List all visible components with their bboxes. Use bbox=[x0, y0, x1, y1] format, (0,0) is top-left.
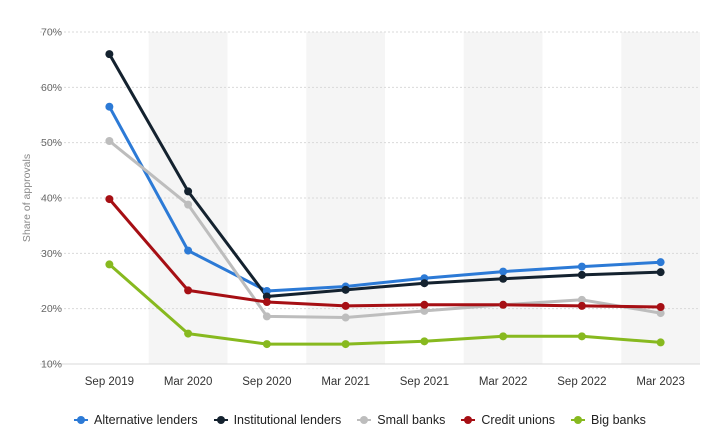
data-point-small-banks bbox=[656, 309, 665, 318]
y-tick-label: 20% bbox=[41, 303, 62, 315]
data-point-credit-unions bbox=[656, 303, 665, 312]
data-point-big-banks bbox=[420, 337, 429, 346]
y-tick-label: 30% bbox=[41, 248, 62, 260]
data-point-alternative-lenders bbox=[262, 286, 271, 295]
data-point-credit-unions bbox=[499, 300, 508, 309]
x-tick-label: Mar 2022 bbox=[479, 376, 528, 388]
legend-swatch bbox=[74, 415, 89, 425]
data-point-alternative-lenders bbox=[184, 246, 193, 255]
data-point-small-banks bbox=[341, 313, 350, 322]
data-point-big-banks bbox=[577, 332, 586, 341]
series-line-big-banks bbox=[107, 262, 663, 346]
data-point-alternative-lenders bbox=[105, 102, 114, 111]
data-point-alternative-lenders bbox=[656, 258, 665, 267]
series-line-small-banks bbox=[107, 139, 663, 319]
x-tick-label: Mar 2020 bbox=[164, 376, 213, 388]
legend-swatch bbox=[571, 415, 586, 425]
data-point-institutional-lenders bbox=[499, 274, 508, 283]
y-tick-label: 70% bbox=[41, 27, 62, 39]
data-point-institutional-lenders bbox=[184, 187, 193, 196]
data-point-big-banks bbox=[184, 329, 193, 338]
series-line-alternative-lenders bbox=[107, 105, 663, 293]
legend-swatch bbox=[357, 415, 372, 425]
y-tick-label: 60% bbox=[41, 82, 62, 94]
data-point-small-banks bbox=[577, 295, 586, 304]
data-point-institutional-lenders bbox=[262, 292, 271, 301]
series-line-credit-unions bbox=[107, 197, 663, 309]
data-point-big-banks bbox=[499, 332, 508, 341]
data-point-institutional-lenders bbox=[420, 279, 429, 288]
data-point-small-banks bbox=[105, 137, 114, 146]
legend-swatch bbox=[461, 415, 476, 425]
data-point-credit-unions bbox=[341, 301, 350, 310]
legend-swatch bbox=[213, 415, 228, 425]
data-point-small-banks bbox=[184, 200, 193, 209]
data-point-big-banks bbox=[262, 340, 271, 349]
legend-label: Credit unions bbox=[481, 413, 556, 427]
column-band bbox=[463, 32, 543, 364]
legend-label: Small banks bbox=[377, 413, 446, 427]
data-point-institutional-lenders bbox=[341, 285, 350, 294]
y-axis-label: Share of approvals bbox=[21, 154, 33, 242]
data-point-credit-unions bbox=[184, 286, 193, 295]
data-point-small-banks bbox=[420, 306, 429, 315]
data-point-credit-unions bbox=[105, 195, 114, 204]
series-line-institutional-lenders bbox=[107, 52, 663, 298]
data-point-institutional-lenders bbox=[656, 268, 665, 277]
y-tick-label: 10% bbox=[41, 359, 62, 371]
x-tick-label: Sep 2020 bbox=[242, 376, 291, 388]
legend-item-small-banks[interactable]: Small banks bbox=[357, 413, 445, 427]
legend-label: Institutional lenders bbox=[233, 413, 342, 427]
x-tick-label: Sep 2019 bbox=[85, 376, 134, 388]
data-point-big-banks bbox=[656, 338, 665, 347]
legend: Alternative lenders Institutional lenders… bbox=[0, 407, 720, 433]
data-point-alternative-lenders bbox=[577, 262, 586, 271]
y-tick-label: 50% bbox=[41, 137, 62, 149]
legend-item-credit-unions[interactable]: Credit unions bbox=[461, 413, 555, 427]
data-point-big-banks bbox=[105, 260, 114, 269]
data-point-institutional-lenders bbox=[577, 270, 586, 279]
x-tick-label: Mar 2023 bbox=[636, 376, 685, 388]
data-point-credit-unions bbox=[262, 298, 271, 307]
data-point-small-banks bbox=[262, 312, 271, 321]
y-tick-label: 40% bbox=[41, 193, 62, 205]
x-tick-label: Mar 2021 bbox=[321, 376, 370, 388]
x-tick-label: Sep 2021 bbox=[400, 376, 449, 388]
data-point-alternative-lenders bbox=[499, 267, 508, 276]
legend-label: Alternative lenders bbox=[94, 413, 198, 427]
legend-item-big-banks[interactable]: Big banks bbox=[571, 413, 646, 427]
data-point-big-banks bbox=[341, 340, 350, 349]
legend-label: Big banks bbox=[591, 413, 646, 427]
x-tick-label: Sep 2022 bbox=[557, 376, 606, 388]
data-point-institutional-lenders bbox=[105, 50, 114, 59]
legend-item-institutional-lenders[interactable]: Institutional lenders bbox=[213, 413, 342, 427]
data-point-credit-unions bbox=[577, 301, 586, 310]
data-point-credit-unions bbox=[420, 300, 429, 309]
legend-item-alternative-lenders[interactable]: Alternative lenders bbox=[74, 413, 198, 427]
